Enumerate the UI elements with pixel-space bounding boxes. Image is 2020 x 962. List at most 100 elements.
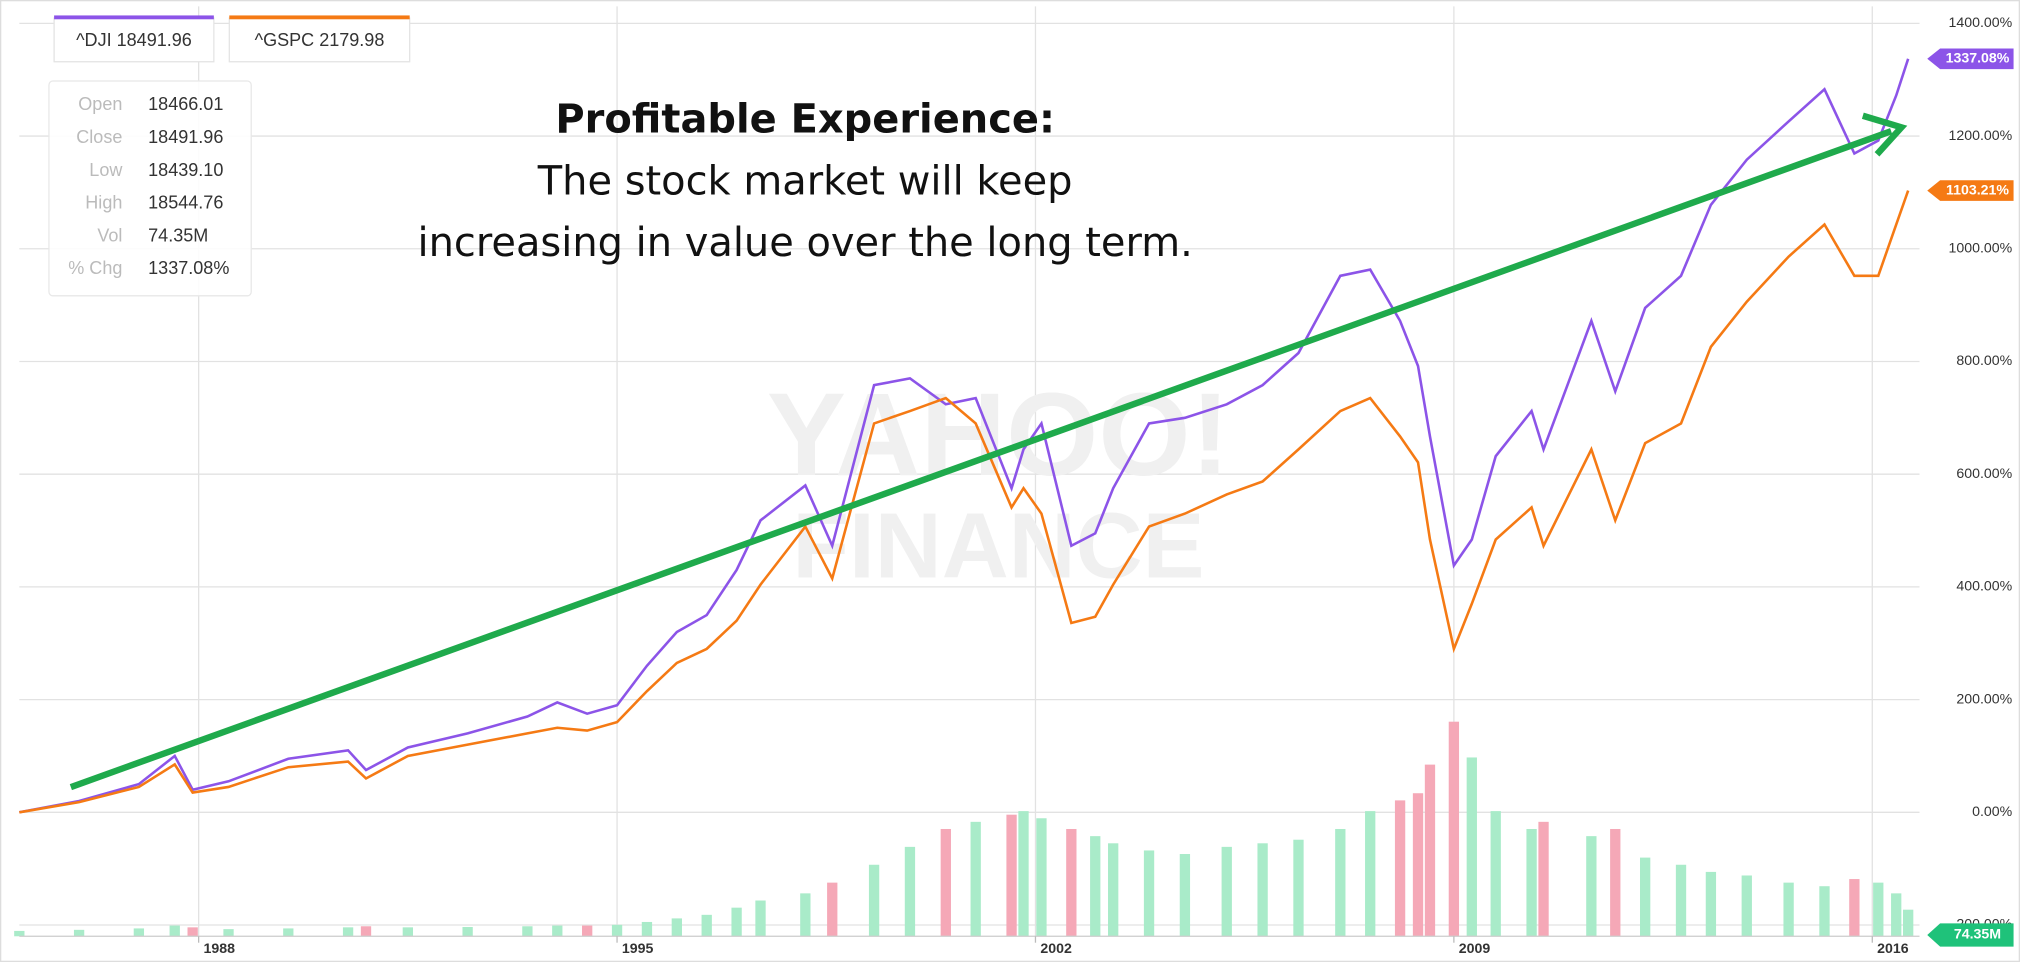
- volume-bar: [283, 928, 294, 937]
- volume-bar: [1143, 850, 1155, 937]
- volume-bar: [1424, 764, 1436, 937]
- x-tick-label: 2016: [1877, 940, 1909, 956]
- volume-bar: [1610, 828, 1621, 937]
- y-tick-label: 200.00%: [1956, 690, 2012, 706]
- trend-arrow: [69, 128, 1893, 791]
- volume-bar: [1586, 836, 1597, 937]
- x-tick-label: 2009: [1459, 940, 1491, 956]
- legend-box: [53, 17, 215, 63]
- volume-bar: [1819, 886, 1830, 937]
- legend-label: ^GSPC 2179.98: [255, 30, 385, 50]
- volume-bar: [223, 929, 234, 937]
- volume-bar: [1221, 846, 1232, 937]
- volume-bar: [731, 907, 742, 937]
- volume-bar: [1293, 839, 1304, 937]
- legend-name: ^GSPC: [255, 30, 315, 50]
- volume-bar: [1741, 875, 1752, 937]
- volume-bar: [14, 930, 25, 937]
- legend-price: 18491.96: [117, 30, 192, 50]
- x-tick-label: 2002: [1040, 940, 1072, 956]
- info-value: 18439.10: [148, 160, 223, 180]
- volume-bar: [940, 828, 951, 937]
- info-value: 1337.08%: [148, 258, 229, 278]
- volume-bar: [1903, 909, 1914, 937]
- volume-bar: [342, 927, 354, 937]
- volume-bar: [73, 929, 85, 937]
- volume-bar: [1891, 893, 1902, 937]
- info-value: 18491.96: [148, 127, 223, 147]
- info-key: Vol: [97, 225, 122, 245]
- end-label: 1103.21%: [1946, 181, 2009, 197]
- x-tick-label: 1995: [622, 940, 654, 956]
- volume-bar: [1849, 879, 1860, 937]
- y-tick-label: 400.00%: [1956, 578, 2012, 594]
- y-tick-label: 600.00%: [1956, 465, 2012, 481]
- watermark: FINANCE: [792, 494, 1204, 598]
- info-key: % Chg: [68, 258, 122, 278]
- volume-bar: [1873, 882, 1884, 937]
- volume-bar: [1108, 843, 1119, 937]
- annotation-heading: Profitable Experience:: [555, 97, 1055, 143]
- volume-bar: [641, 921, 653, 937]
- volume-bar: [1006, 814, 1017, 937]
- volume-bar: [462, 926, 473, 937]
- legend-box: [228, 17, 411, 63]
- volume-bar: [611, 924, 623, 937]
- volume-bar: [868, 864, 880, 937]
- legend-price: 2179.98: [319, 30, 384, 50]
- series-line: [19, 190, 1910, 814]
- info-panel: [48, 80, 252, 297]
- info-value: 18544.76: [148, 193, 223, 213]
- y-tick-label: 800.00%: [1956, 352, 2012, 368]
- volume-bar: [360, 926, 372, 937]
- volume-bar: [671, 918, 682, 937]
- info-key: Close: [76, 127, 122, 147]
- legend-swatch: [229, 15, 410, 20]
- trend-arrow-head: [1861, 112, 1908, 157]
- legend-name: ^DJI: [76, 30, 112, 50]
- volume-bar: [904, 846, 916, 937]
- legend-label: ^DJI 18491.96: [76, 30, 192, 50]
- end-tag: [1927, 923, 2014, 947]
- info-key: High: [85, 193, 122, 213]
- volume-bar: [1018, 811, 1029, 937]
- y-tick-label: 1000.00%: [1949, 239, 2013, 255]
- end-label: 74.35M: [1954, 926, 2001, 942]
- x-tick-label: 1988: [204, 940, 236, 956]
- volume-bar: [1036, 818, 1047, 937]
- volume-bar: [1640, 857, 1651, 937]
- volume-bar: [1335, 828, 1346, 937]
- volume-bar: [1090, 836, 1101, 937]
- volume-bar: [582, 925, 593, 937]
- volume-bar: [1705, 871, 1717, 937]
- end-tag: [1927, 48, 2014, 70]
- volume-bar: [800, 893, 811, 937]
- volume-bar: [1365, 811, 1376, 937]
- info-box: Open 18466.01 Close 18491.96 Low 18439.10 High…: [48, 80, 252, 297]
- volume-bar: [1412, 793, 1424, 937]
- volume-bar: [169, 925, 180, 937]
- volume-bar: [187, 927, 198, 937]
- end-tag: [1927, 180, 2014, 201]
- legend: ^DJI 18491.96 ^GSPC 2179.98: [53, 15, 411, 63]
- volume-bar: [1783, 882, 1794, 937]
- y-tick-label: 1200.00%: [1949, 127, 2013, 143]
- volume-bar: [522, 926, 533, 937]
- volume-bar: [827, 882, 838, 937]
- volume-bar: [755, 900, 766, 937]
- volume-bar: [1179, 854, 1191, 937]
- volume-bar: [1675, 864, 1687, 937]
- volume-bar: [1257, 843, 1268, 937]
- legend-swatch: [54, 15, 214, 20]
- volume-bar: [1448, 721, 1460, 937]
- volume-bar: [552, 925, 563, 937]
- volume-bar: [402, 927, 414, 937]
- volume-bar: [970, 821, 981, 937]
- series-line: [19, 58, 1910, 814]
- volume-bar: [1526, 828, 1537, 937]
- volume-bar: [1538, 821, 1549, 937]
- annotation-line: increasing in value over the long term.: [418, 220, 1193, 266]
- y-tick-label: 1400.00%: [1949, 14, 2013, 30]
- annotation: Profitable Experience: The stock market …: [69, 97, 1908, 791]
